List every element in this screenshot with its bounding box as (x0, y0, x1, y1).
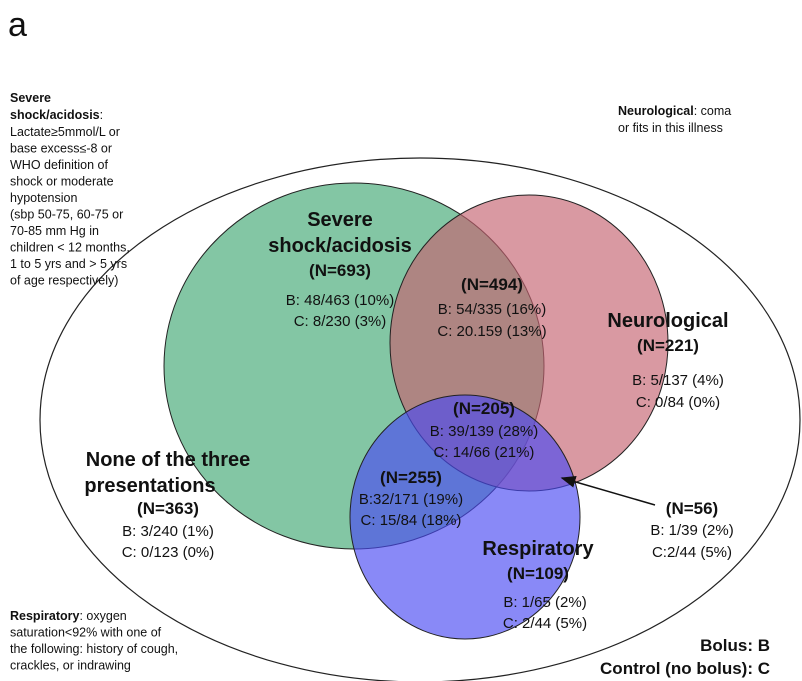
region-count: (N=494) (461, 275, 523, 294)
region-count: (N=255) (380, 468, 442, 487)
region-control: C: 14/66 (21%) (434, 444, 535, 461)
region-bolus: B:32/171 (19%) (359, 491, 463, 508)
definition-line: saturation<92% with one of (10, 626, 162, 640)
region-title: Severe (307, 209, 373, 231)
definition-term: shock/acidosis (10, 108, 100, 122)
definition-line: of age respectively) (10, 274, 118, 288)
definition-line: Respiratory: oxygen (10, 609, 127, 623)
definition-line: 70-85 mm Hg in (10, 224, 99, 238)
region-bolus: B: 39/139 (28%) (430, 423, 538, 440)
panel-label: a (8, 6, 27, 44)
definition-line: base excess≤-8 or (10, 142, 112, 156)
region-bolus: B: 5/137 (4%) (632, 372, 724, 389)
region-control: C: 15/84 (18%) (361, 512, 462, 529)
region-title: Neurological (607, 310, 728, 332)
region-title: shock/acidosis (268, 235, 411, 257)
region-title: None of the three (86, 449, 250, 471)
region-count: (N=221) (637, 336, 699, 355)
region-bolus: B: 1/39 (2%) (650, 522, 733, 539)
definition-line: WHO definition of (10, 158, 108, 172)
legend-entry: Control (no bolus): C (600, 659, 770, 678)
arrow (560, 476, 656, 506)
definition-line: hypotension (10, 191, 77, 205)
region-count: (N=109) (507, 564, 569, 583)
definition-line: or fits in this illness (618, 121, 723, 135)
definition-term: Respiratory (10, 609, 80, 623)
definition-line: children < 12 months, (10, 241, 130, 255)
definition-line: Neurological: coma (618, 104, 731, 118)
region-bolus: B: 3/240 (1%) (122, 523, 214, 540)
definition-text: : (100, 108, 103, 122)
region-count: (N=693) (309, 261, 371, 280)
region-control: C: 8/230 (3%) (294, 313, 387, 330)
region-bolus: B: 48/463 (10%) (286, 292, 394, 309)
definition-text: : coma (694, 104, 732, 118)
region-control: C: 20.159 (13%) (437, 323, 546, 340)
definition-term: Neurological (618, 104, 694, 118)
legend-entry: Bolus: B (700, 636, 770, 655)
region-control: C: 0/84 (0%) (636, 394, 720, 411)
definition-line: (sbp 50-75, 60-75 or (10, 208, 123, 222)
definition-line: shock or moderate (10, 175, 114, 189)
outer-ellipse (39, 157, 801, 681)
definition-line: shock/acidosis: (10, 108, 103, 122)
definition-line: the following: history of cough, (10, 642, 178, 656)
definition-line: crackles, or indrawing (10, 659, 131, 673)
definition-line: Lactate≥5mmol/L or (10, 125, 120, 139)
region-count: (N=363) (137, 499, 199, 518)
region-control: C: 2/44 (5%) (503, 615, 587, 632)
region-count: (N=56) (666, 499, 718, 518)
region-count: (N=205) (453, 399, 515, 418)
region-bolus: B: 54/335 (16%) (438, 301, 546, 318)
definition-text: : oxygen (79, 609, 126, 623)
region-control: C: 0/123 (0%) (122, 544, 215, 561)
region-title: Respiratory (482, 538, 594, 560)
respiratory-circle (349, 394, 581, 640)
region-bolus: B: 1/65 (2%) (503, 594, 586, 611)
region-control: C:2/44 (5%) (652, 544, 732, 561)
definition-term: Severe (10, 91, 51, 105)
region-title: presentations (84, 475, 215, 497)
definition-line: 1 to 5 yrs and > 5 yrs (10, 257, 127, 271)
